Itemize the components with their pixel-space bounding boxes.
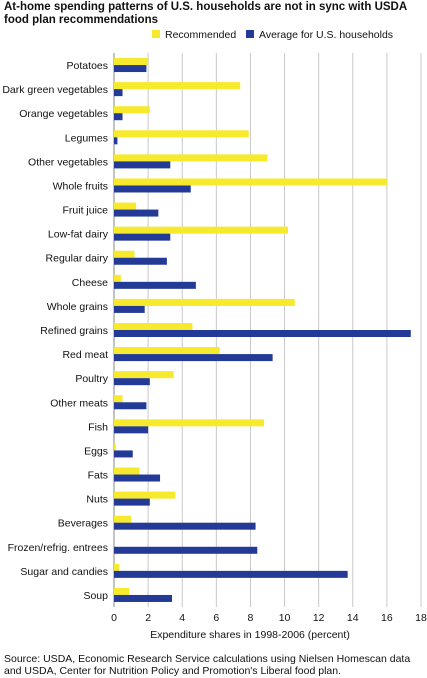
bar-us-average [114,257,167,265]
bar-recommended [114,298,295,306]
chart-title: At-home spending patterns of U.S. househ… [4,1,407,26]
bar-us-average [114,426,149,434]
bar-us-average [114,570,348,578]
x-tick-label: 2 [145,612,151,624]
category-label: Low-fat dairy [48,229,109,241]
bar-us-average [114,378,150,386]
category-label: Whole grains [47,301,108,313]
category-label: Sugar and candies [20,566,108,578]
category-label: Other vegetables [28,156,108,168]
category-label: Poultry [75,373,108,385]
x-tick-label: 6 [213,612,219,624]
bars [114,58,411,602]
bar-recommended [114,58,149,66]
category-label: Orange vegetables [19,108,108,120]
category-labels: Potatoes Dark green vegetables Orange vege… [2,60,108,602]
category-label: Fish [88,421,108,433]
bar-recommended [114,82,241,90]
legend-swatch [246,30,254,38]
category-label: Red meat [62,349,108,361]
bar-recommended [114,106,150,114]
category-label: Fats [88,470,108,482]
x-tick-label: 0 [111,612,117,624]
bar-recommended [114,130,249,138]
bar-us-average [114,185,191,193]
bar-us-average [114,113,123,121]
source-note: Source: USDA, Economic Research Service … [4,653,411,677]
bar-chart: Potatoes Dark green vegetables Orange vege… [2,29,427,641]
bar-us-average [114,474,161,482]
bar-recommended [114,563,120,571]
bar-recommended [114,202,137,210]
bar-recommended [114,491,176,499]
bar-recommended [114,226,288,234]
category-label: Potatoes [67,60,108,72]
x-axis-label: Expenditure shares in 1998-2006 (percent… [150,629,350,641]
category-label: Dark green vegetables [2,84,108,96]
legend-label: Recommended [165,29,236,41]
bar-us-average [114,137,118,145]
bar-recommended [114,395,123,403]
category-label: Whole fruits [53,180,108,192]
x-tick-label: 8 [248,612,254,624]
category-label: Other meats [50,397,108,409]
bar-recommended [114,250,135,258]
bar-us-average [114,594,172,602]
category-label: Eggs [84,445,108,457]
x-tick-label: 14 [347,612,359,624]
legend: Recommended Average for U.S. households [152,29,393,41]
category-label: Fruit juice [62,205,108,217]
category-label: Refined grains [40,325,108,337]
bar-recommended [114,515,132,523]
bar-recommended [114,419,265,427]
category-label: Beverages [58,518,108,530]
x-tick-labels: 0 2 4 6 8 10 12 14 16 18 [111,612,427,624]
bar-recommended [114,178,387,186]
bar-recommended [114,371,174,379]
bar-us-average [114,498,150,506]
bar-recommended [114,587,130,595]
bar-recommended [114,467,140,475]
category-label: Soup [83,590,108,602]
category-label: Legumes [65,132,108,144]
bar-us-average [114,354,273,362]
bar-recommended [114,443,116,451]
bar-us-average [114,546,258,554]
bar-us-average [114,209,159,217]
bar-recommended [114,154,268,162]
bar-us-average [114,89,123,97]
category-label: Frozen/refrig. entrees [8,542,108,554]
category-label: Nuts [86,494,108,506]
bar-us-average [114,330,411,337]
x-tick-label: 16 [381,612,393,624]
bar-recommended [114,323,193,330]
bar-us-average [114,522,256,530]
legend-swatch [152,30,160,38]
category-label: Regular dairy [46,253,109,265]
legend-label: Average for U.S. households [259,29,393,41]
x-tick-label: 12 [313,612,325,624]
bar-us-average [114,450,133,458]
bar-recommended [114,274,121,282]
bar-recommended [114,347,220,355]
bar-us-average [114,233,171,241]
bar-us-average [114,305,145,313]
bar-us-average [114,161,171,169]
bar-us-average [114,402,147,410]
category-label: Cheese [72,277,108,289]
bar-us-average [114,65,147,73]
x-tick-label: 10 [279,612,291,624]
x-tick-label: 4 [179,612,185,624]
x-tick-label: 18 [415,612,427,624]
bar-us-average [114,281,196,289]
